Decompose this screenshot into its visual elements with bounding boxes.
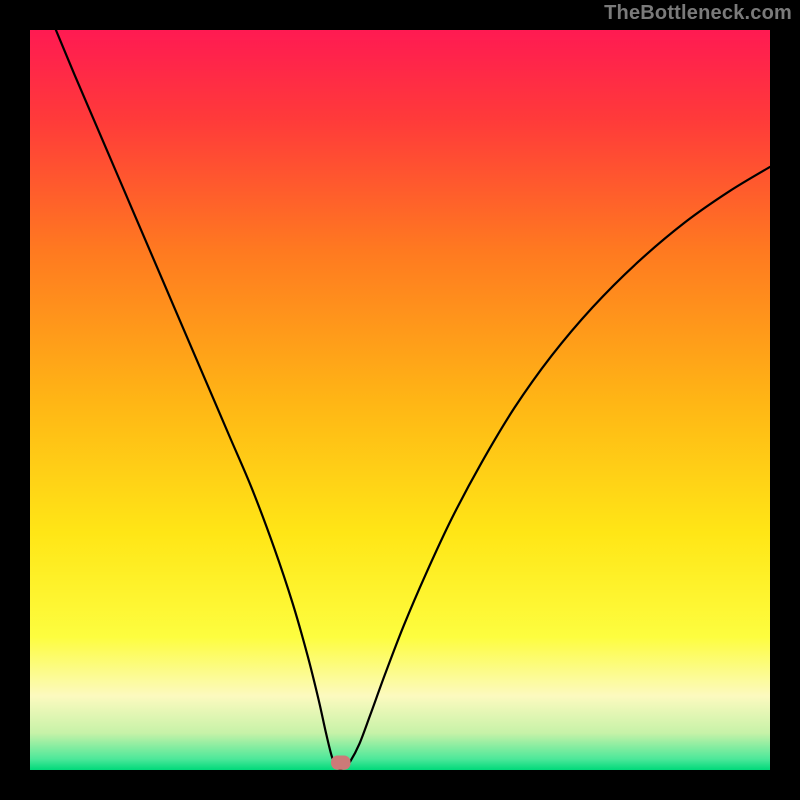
bottleneck-chart: [0, 0, 800, 800]
heatmap-gradient: [30, 30, 770, 770]
optimum-marker: [332, 756, 351, 769]
watermark-text: TheBottleneck.com: [604, 2, 792, 25]
chart-container: TheBottleneck.com: [0, 0, 800, 800]
